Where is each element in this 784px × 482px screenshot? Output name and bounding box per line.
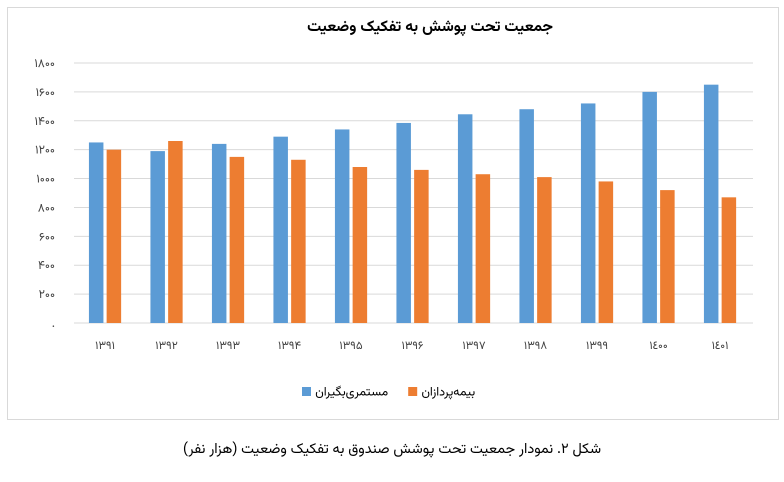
svg-text:۱٤۰۱: ۱٤۰۱ [712, 338, 729, 356]
svg-text:۴۰۰: ۴۰۰ [38, 258, 55, 276]
svg-text:۱۳۹۳: ۱۳۹۳ [216, 338, 240, 356]
svg-text:۱۳۹۲: ۱۳۹۲ [155, 338, 177, 356]
svg-text:۱۳۹۵: ۱۳۹۵ [339, 338, 362, 356]
svg-text:مستمری‌بگیران: مستمری‌بگیران [315, 383, 388, 403]
svg-text:۶۰۰: ۶۰۰ [39, 229, 55, 247]
svg-text:۱۸۰۰: ۱۸۰۰ [34, 56, 55, 74]
svg-text:بیمه‌پردازان: بیمه‌پردازان [421, 383, 475, 403]
svg-text:۱۴۰۰: ۱۴۰۰ [35, 114, 55, 132]
svg-text:۱۶۰۰: ۱۶۰۰ [36, 85, 55, 103]
svg-text:۱۰۰۰: ۱۰۰۰ [36, 172, 55, 190]
svg-text:۸۰۰: ۸۰۰ [38, 200, 55, 218]
svg-text:۱۳۹۶: ۱۳۹۶ [402, 338, 424, 356]
svg-text:۱۳۹۸: ۱۳۹۸ [524, 338, 547, 356]
svg-text:۱۲۰۰: ۱۲۰۰ [35, 143, 55, 161]
svg-text:.: . [52, 316, 55, 334]
svg-text:۱۳۹۷: ۱۳۹۷ [462, 338, 485, 356]
svg-text:۱۳۹۱: ۱۳۹۱ [95, 338, 115, 356]
svg-text:۱۳۹۹: ۱۳۹۹ [586, 338, 608, 356]
svg-text:۱۳۹۴: ۱۳۹۴ [278, 338, 301, 356]
svg-text:۱٤۰۰: ۱٤۰۰ [649, 338, 667, 356]
svg-text:۲۰۰: ۲۰۰ [39, 287, 55, 305]
